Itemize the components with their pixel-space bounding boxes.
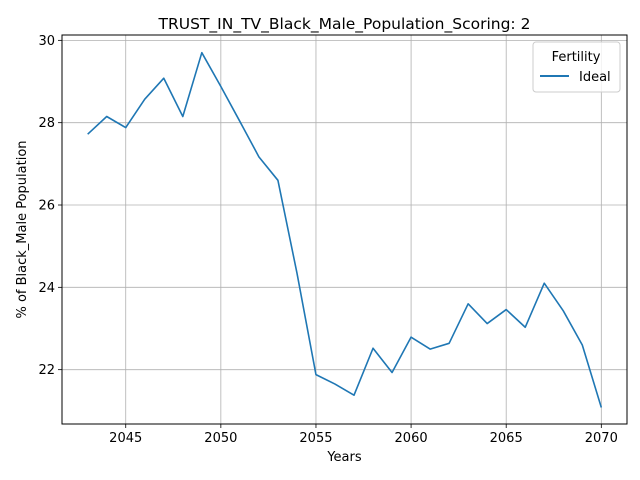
y-axis-title: % of Black_Male Population [15,140,30,318]
y-tick-label: 30 [38,34,55,49]
x-tick-label: 2050 [204,431,237,446]
series-layer [87,51,603,408]
x-tick-label: 2045 [109,431,142,446]
legend-label-ideal: Ideal [579,70,611,85]
y-tick-label: 24 [38,281,55,296]
grid-lines [62,35,627,424]
x-tick-label: 2065 [490,431,523,446]
y-tick-label: 22 [38,363,55,378]
legend-title: Fertility [552,50,601,65]
x-axis-ticks: 2045 2050 2055 2060 2065 2070 [109,424,618,446]
series-line-ideal [87,51,603,408]
x-axis-title: Years [326,450,362,465]
plot-area-frame [61,34,628,425]
x-tick-label: 2055 [299,431,332,446]
x-tick-label: 2070 [585,431,618,446]
chart-title: TRUST_IN_TV_Black_Male_Population_Scorin… [158,15,531,34]
y-axis-ticks: 22 24 26 28 30 [38,34,62,378]
y-tick-label: 26 [38,199,55,214]
legend: Fertility Ideal [532,41,621,93]
x-tick-label: 2060 [395,431,428,446]
y-tick-label: 28 [38,116,55,131]
legend-box [532,41,621,93]
